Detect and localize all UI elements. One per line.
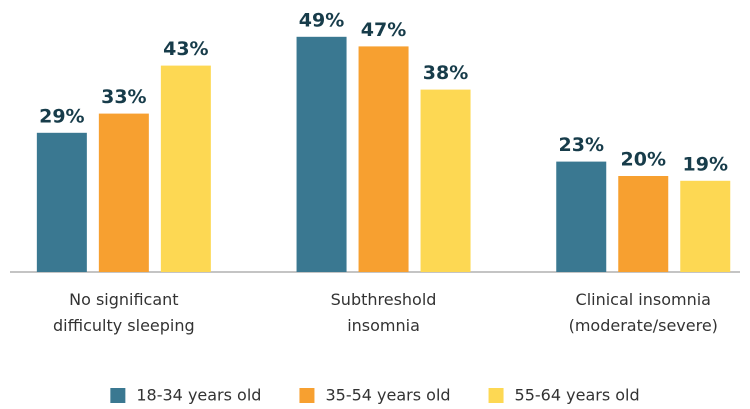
value-label: 47%	[361, 19, 406, 41]
legend-swatch	[299, 388, 315, 403]
legend: 18-34 years old 35-54 years old 55-64 year…	[110, 386, 640, 405]
x-tick-label: Subthreshold insomnia	[331, 290, 437, 335]
legend-label: 35-54 years old	[325, 386, 450, 405]
bar	[98, 113, 149, 272]
x-tick-label-line: Subthreshold	[331, 290, 437, 309]
value-label: 43%	[163, 38, 208, 60]
legend-label: 18-34 years old	[136, 386, 261, 405]
bar	[680, 180, 731, 272]
bar	[358, 46, 409, 273]
x-tick-label-line: (moderate/severe)	[569, 316, 718, 335]
legend-label: 55-64 years old	[515, 386, 640, 405]
x-tick-label: Clinical insomnia (moderate/severe)	[569, 290, 718, 335]
bar	[420, 89, 471, 272]
x-tick-label-line: insomnia	[347, 316, 420, 335]
bar	[160, 65, 211, 272]
bar	[556, 161, 607, 272]
value-label: 23%	[559, 134, 604, 156]
bar	[36, 132, 87, 272]
x-tick-label: No significant difficulty sleeping	[53, 290, 195, 335]
x-tick-label-line: difficulty sleeping	[53, 316, 195, 335]
value-label: 19%	[683, 153, 728, 175]
value-label: 29%	[39, 105, 84, 127]
value-label: 49%	[299, 9, 344, 31]
value-label: 20%	[621, 149, 666, 171]
legend-swatch	[110, 388, 126, 403]
bar	[296, 36, 347, 272]
x-tick-label-line: Clinical insomnia	[576, 290, 711, 309]
x-tick-label-line: No significant	[69, 290, 178, 309]
value-label: 38%	[423, 62, 468, 84]
bar	[618, 176, 669, 272]
legend-swatch	[488, 388, 504, 403]
value-label: 33%	[101, 86, 146, 108]
